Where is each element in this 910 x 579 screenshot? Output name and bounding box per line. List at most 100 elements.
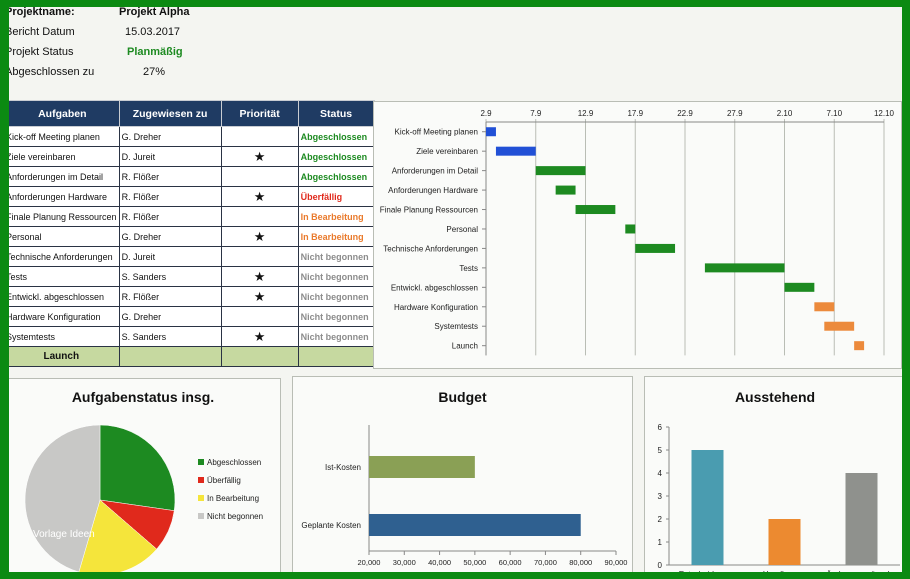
gantt-bar-anforderungen-hardware bbox=[555, 185, 576, 195]
status-cell[interactable]: Überfällig bbox=[297, 186, 375, 207]
status-cell[interactable]: Nicht begonnen bbox=[297, 326, 375, 347]
project-name-value[interactable]: Projekt Alpha bbox=[119, 7, 190, 18]
assignee-cell[interactable]: G. Dreher bbox=[118, 126, 222, 147]
task-name-cell[interactable]: Anforderungen Hardware bbox=[9, 186, 120, 207]
task-name-cell[interactable]: Ziele vereinbaren bbox=[9, 146, 120, 167]
legend-label-abgeschlossen: Abgeschlossen bbox=[207, 458, 261, 467]
priority-cell[interactable] bbox=[220, 126, 299, 147]
status-cell[interactable]: In Bearbeitung bbox=[297, 206, 375, 227]
table-row[interactable]: Technische Anforderungen D. Jureit Nicht b… bbox=[9, 246, 375, 267]
assignee-cell[interactable]: R. Flößer bbox=[118, 166, 222, 187]
status-cell[interactable]: Nicht begonnen bbox=[297, 246, 375, 267]
gantt-tick-label: 12.9 bbox=[578, 109, 594, 118]
priority-cell[interactable] bbox=[220, 166, 299, 187]
status-cell[interactable]: Abgeschlossen bbox=[297, 166, 375, 187]
task-name-cell[interactable]: Entwickl. abgeschlossen bbox=[9, 286, 120, 307]
budget-tick-label: 50,000 bbox=[463, 558, 486, 567]
priority-cell[interactable]: ★ bbox=[220, 266, 299, 287]
header-tasks[interactable]: Aufgaben bbox=[9, 100, 120, 127]
task-name-cell[interactable]: Finale Planung Ressourcen bbox=[9, 206, 120, 227]
assignee-cell[interactable]: G. Dreher bbox=[118, 226, 222, 247]
project-status-value[interactable]: Planmäßig bbox=[127, 46, 183, 58]
assignee-cell[interactable]: D. Jureit bbox=[118, 246, 222, 267]
assignee-cell[interactable]: R. Flößer bbox=[118, 206, 222, 227]
assignee-cell[interactable]: S. Sanders bbox=[118, 266, 222, 287]
assignee-cell[interactable]: R. Flößer bbox=[118, 186, 222, 207]
dashboard-sheet: Projektname: Projekt Alpha Bericht Datum… bbox=[9, 7, 902, 572]
status-cell[interactable]: In Bearbeitung bbox=[297, 226, 375, 247]
legend-swatch-nicht-begonnen bbox=[198, 513, 204, 519]
status-cell[interactable]: Nicht begonnen bbox=[297, 286, 375, 307]
table-row[interactable]: Anforderungen im Detail R. Flößer Abgeschl… bbox=[9, 166, 375, 187]
report-date-value[interactable]: 15.03.2017 bbox=[125, 26, 181, 38]
table-row[interactable]: Hardware Konfiguration G. Dreher Nicht beg… bbox=[9, 306, 375, 327]
gantt-tick-label: 2.9 bbox=[480, 109, 492, 118]
header-priority[interactable]: Priorität bbox=[220, 100, 299, 127]
table-row[interactable]: Anforderungen Hardware R. Flößer ★ Überfäll… bbox=[9, 186, 375, 207]
priority-cell[interactable]: ★ bbox=[220, 286, 299, 307]
priority-cell[interactable] bbox=[220, 206, 299, 227]
report-date-label: Bericht Datum bbox=[9, 26, 75, 38]
assignee-cell[interactable]: S. Sanders bbox=[118, 326, 222, 347]
budget-bar-ist-kosten bbox=[369, 456, 475, 478]
table-row-launch[interactable]: Launch bbox=[9, 346, 375, 367]
gantt-bar-tests bbox=[704, 263, 785, 273]
priority-cell[interactable]: ★ bbox=[220, 146, 299, 167]
status-cell[interactable]: Nicht begonnen bbox=[297, 306, 375, 327]
gantt-bar-ziele-vereinbaren bbox=[495, 146, 536, 156]
task-name-cell[interactable]: Technische Anforderungen bbox=[9, 246, 120, 267]
project-name-label: Projektname: bbox=[9, 7, 75, 18]
pending-bar-anderungswunsche bbox=[845, 473, 878, 565]
task-name-cell[interactable]: Personal bbox=[9, 226, 120, 247]
completion-value[interactable]: 27% bbox=[143, 66, 166, 78]
task-name-cell[interactable]: Kick-off Meeting planen bbox=[9, 126, 120, 147]
launch-cell[interactable]: Launch bbox=[9, 346, 120, 367]
launch-assignee-cell[interactable] bbox=[118, 346, 222, 367]
task-name-cell[interactable]: Anforderungen im Detail bbox=[9, 166, 120, 187]
legend-label-nicht-begonnen: Nicht begonnen bbox=[207, 512, 263, 521]
gantt-category-label: Hardware Konfiguration bbox=[394, 303, 478, 312]
pending-tick-label: 3 bbox=[658, 492, 663, 501]
assignee-cell[interactable]: D. Jureit bbox=[118, 146, 222, 167]
info-row-completion: Abgeschlossen zu 27% bbox=[9, 64, 309, 80]
priority-cell[interactable] bbox=[220, 246, 299, 267]
gantt-bar-systemtests bbox=[824, 321, 855, 331]
task-name-cell[interactable]: Tests bbox=[9, 266, 120, 287]
budget-tick-label: 30,000 bbox=[393, 558, 416, 567]
gantt-tick-label: 2.10 bbox=[777, 109, 793, 118]
table-row[interactable]: Finale Planung Ressourcen R. Flößer In Bea… bbox=[9, 206, 375, 227]
gantt-tick-label: 17.9 bbox=[627, 109, 643, 118]
status-cell[interactable]: Abgeschlossen bbox=[297, 126, 375, 147]
priority-cell[interactable]: ★ bbox=[220, 226, 299, 247]
table-row[interactable]: Ziele vereinbaren D. Jureit ★ Abgeschlossen bbox=[9, 146, 375, 167]
launch-status-cell[interactable] bbox=[297, 346, 375, 367]
pending-category-label: Handlungen bbox=[763, 570, 806, 572]
pending-chart: 0 1 2 3 4 5 6 Entscheidungen Handlungen Änderungs… bbox=[658, 423, 900, 572]
table-row[interactable]: TestsS. Sanders★Nicht begonnen bbox=[9, 266, 375, 287]
gantt-category-label: Kick-off Meeting planen bbox=[395, 128, 478, 137]
completion-label: Abgeschlossen zu bbox=[9, 66, 95, 78]
budget-tick-label: 20,000 bbox=[358, 558, 381, 567]
table-row[interactable]: Kick-off Meeting planen G. Dreher Abgeschl… bbox=[9, 126, 375, 147]
gantt-category-label: Finale Planung Ressourcen bbox=[380, 206, 478, 215]
status-cell[interactable]: Nicht begonnen bbox=[297, 266, 375, 287]
status-cell[interactable]: Abgeschlossen bbox=[297, 146, 375, 167]
assignee-cell[interactable]: R. Flößer bbox=[118, 286, 222, 307]
header-status[interactable]: Status bbox=[297, 100, 375, 127]
assignee-cell[interactable]: G. Dreher bbox=[118, 306, 222, 327]
table-row[interactable]: Personal G. Dreher ★ In Bearbeitung bbox=[9, 226, 375, 247]
table-row[interactable]: Systemtests S. Sanders ★ Nicht begonnen bbox=[9, 326, 375, 347]
gantt-category-label: Entwickl. abgeschlossen bbox=[391, 283, 478, 292]
pie-chart-title: Aufgabenstatus insg. bbox=[71, 389, 215, 405]
task-name-cell[interactable]: Systemtests bbox=[9, 326, 120, 347]
budget-tick-label: 80,000 bbox=[569, 558, 592, 567]
launch-priority-cell[interactable] bbox=[220, 346, 299, 367]
priority-cell[interactable]: ★ bbox=[220, 186, 299, 207]
budget-chart: 20,000 30,000 40,000 50,000 60,000 70,000 80,0… bbox=[301, 425, 627, 567]
header-assignee[interactable]: Zugewiesen zu bbox=[118, 100, 222, 127]
task-name-cell[interactable]: Hardware Konfiguration bbox=[9, 306, 120, 327]
budget-tick-label: 60,000 bbox=[499, 558, 522, 567]
priority-cell[interactable]: ★ bbox=[220, 326, 299, 347]
priority-cell[interactable] bbox=[220, 306, 299, 327]
table-row[interactable]: Entwickl. abgeschlossen R. Flößer ★ Nicht b… bbox=[9, 286, 375, 307]
